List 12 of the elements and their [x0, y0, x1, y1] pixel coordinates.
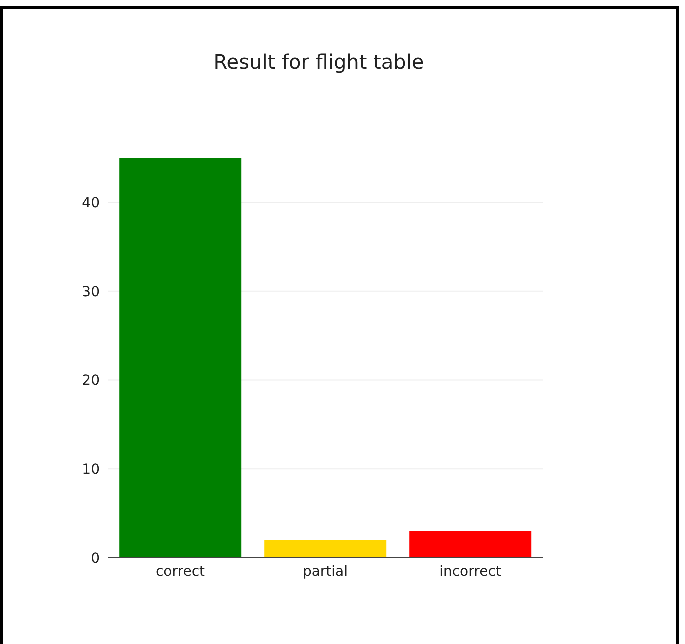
bar: [120, 158, 242, 558]
y-tick-label: 40: [82, 195, 100, 212]
x-tick-label: partial: [302, 564, 348, 580]
x-tick-label: incorrect: [440, 564, 502, 580]
bar: [264, 540, 387, 558]
x-tick-label: correct: [156, 564, 206, 580]
chart-title: Result for flight table: [212, 50, 426, 74]
y-tick-label: 0: [91, 550, 100, 567]
y-tick-label: 20: [82, 373, 100, 390]
y-tick-label: 30: [82, 284, 100, 300]
bar: [410, 531, 532, 558]
y-tick-label: 10: [82, 462, 100, 478]
